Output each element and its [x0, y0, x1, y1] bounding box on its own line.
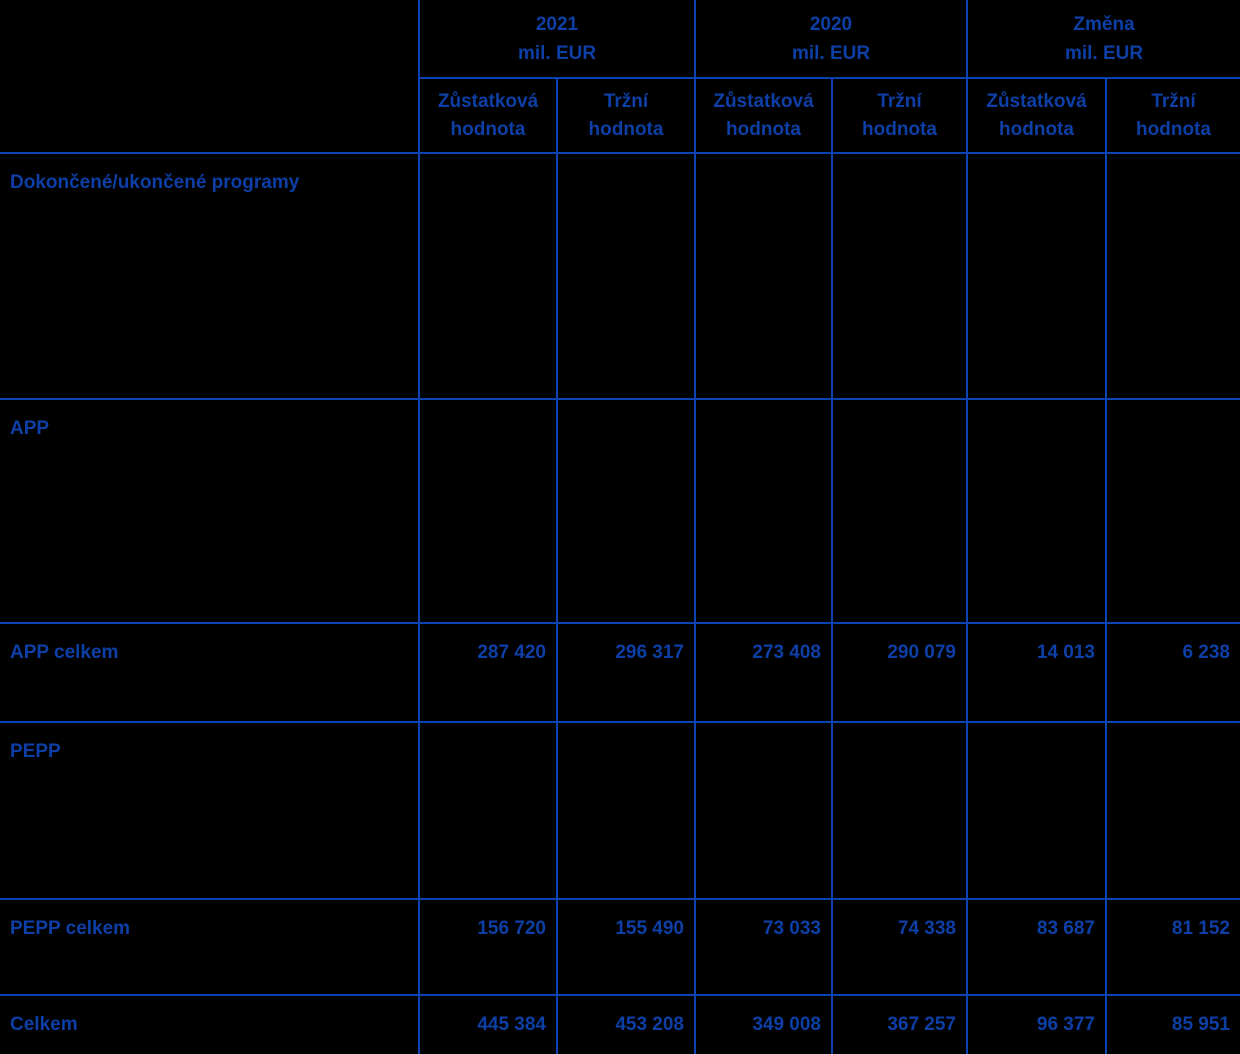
value-cell	[556, 400, 694, 622]
value-cell	[1105, 154, 1240, 398]
value-cell	[556, 723, 694, 898]
sub-header-cell: Zůstatková hodnota	[418, 77, 556, 152]
value-cell: 14 013	[966, 624, 1105, 721]
table-row-app-total: APP celkem 287 420 296 317 273 408 290 0…	[0, 622, 1240, 721]
group-subtitle: mil. EUR	[791, 42, 871, 64]
table-row-app-section: APP	[0, 398, 1240, 622]
corner-blank-cell	[0, 0, 418, 77]
table-row-completed-programmes: Dokončené/ukončené programy	[0, 152, 1240, 398]
value-cell	[966, 400, 1105, 622]
column-group-zmena: Změna mil. EUR	[966, 0, 1240, 77]
value-cell: 155 490	[556, 900, 694, 994]
value-cell: 367 257	[831, 996, 966, 1054]
table-row-pepp-total: PEPP celkem 156 720 155 490 73 033 74 33…	[0, 898, 1240, 994]
value-cell	[966, 154, 1105, 398]
value-cell	[694, 400, 831, 622]
value-cell: 445 384	[418, 996, 556, 1054]
value-cell: 81 152	[1105, 900, 1240, 994]
row-label: PEPP celkem	[10, 918, 131, 939]
value-cell	[1105, 723, 1240, 898]
column-group-2021: 2021 mil. EUR	[418, 0, 694, 77]
sub-header-row: Zůstatková hodnota Tržní hodnota Zůstatk…	[0, 77, 1240, 152]
value-cell	[418, 154, 556, 398]
sub-header-cell: Tržní hodnota	[831, 77, 966, 152]
value-cell	[966, 723, 1105, 898]
value-cell: 156 720	[418, 900, 556, 994]
value-cell: 83 687	[966, 900, 1105, 994]
value-cell: 453 208	[556, 996, 694, 1054]
column-group-header-row: 2021 mil. EUR 2020 mil. EUR Změna mil. E…	[0, 0, 1240, 77]
value-cell: 287 420	[418, 624, 556, 721]
value-cell	[418, 723, 556, 898]
value-cell	[1105, 400, 1240, 622]
sub-header-cell: Tržní hodnota	[1105, 77, 1240, 152]
sub-header-cell: Zůstatková hodnota	[966, 77, 1105, 152]
column-group-2020: 2020 mil. EUR	[694, 0, 966, 77]
corner-blank-cell	[0, 77, 418, 152]
value-cell	[694, 154, 831, 398]
table-row-grand-total: Celkem 445 384 453 208 349 008 367 257 9…	[0, 994, 1240, 1054]
row-label: PEPP	[10, 741, 61, 762]
sub-header-cell: Zůstatková hodnota	[694, 77, 831, 152]
row-label: APP	[10, 418, 50, 439]
value-cell	[831, 400, 966, 622]
value-cell	[694, 723, 831, 898]
group-subtitle: mil. EUR	[1064, 42, 1144, 64]
group-title: Změna	[1073, 13, 1135, 35]
value-cell	[418, 400, 556, 622]
group-subtitle: mil. EUR	[517, 42, 597, 64]
value-cell: 296 317	[556, 624, 694, 721]
row-label: Dokončené/ukončené programy	[10, 172, 300, 193]
value-cell: 74 338	[831, 900, 966, 994]
row-label: Celkem	[10, 1014, 78, 1035]
group-title: 2020	[809, 13, 853, 35]
value-cell	[556, 154, 694, 398]
value-cell: 349 008	[694, 996, 831, 1054]
value-cell	[831, 723, 966, 898]
value-cell: 96 377	[966, 996, 1105, 1054]
table-row-pepp-section: PEPP	[0, 721, 1240, 898]
sub-header-cell: Tržní hodnota	[556, 77, 694, 152]
row-label: APP celkem	[10, 642, 119, 663]
value-cell	[831, 154, 966, 398]
value-cell: 6 238	[1105, 624, 1240, 721]
value-cell: 273 408	[694, 624, 831, 721]
group-title: 2021	[535, 13, 579, 35]
value-cell: 85 951	[1105, 996, 1240, 1054]
value-cell: 73 033	[694, 900, 831, 994]
value-cell: 290 079	[831, 624, 966, 721]
